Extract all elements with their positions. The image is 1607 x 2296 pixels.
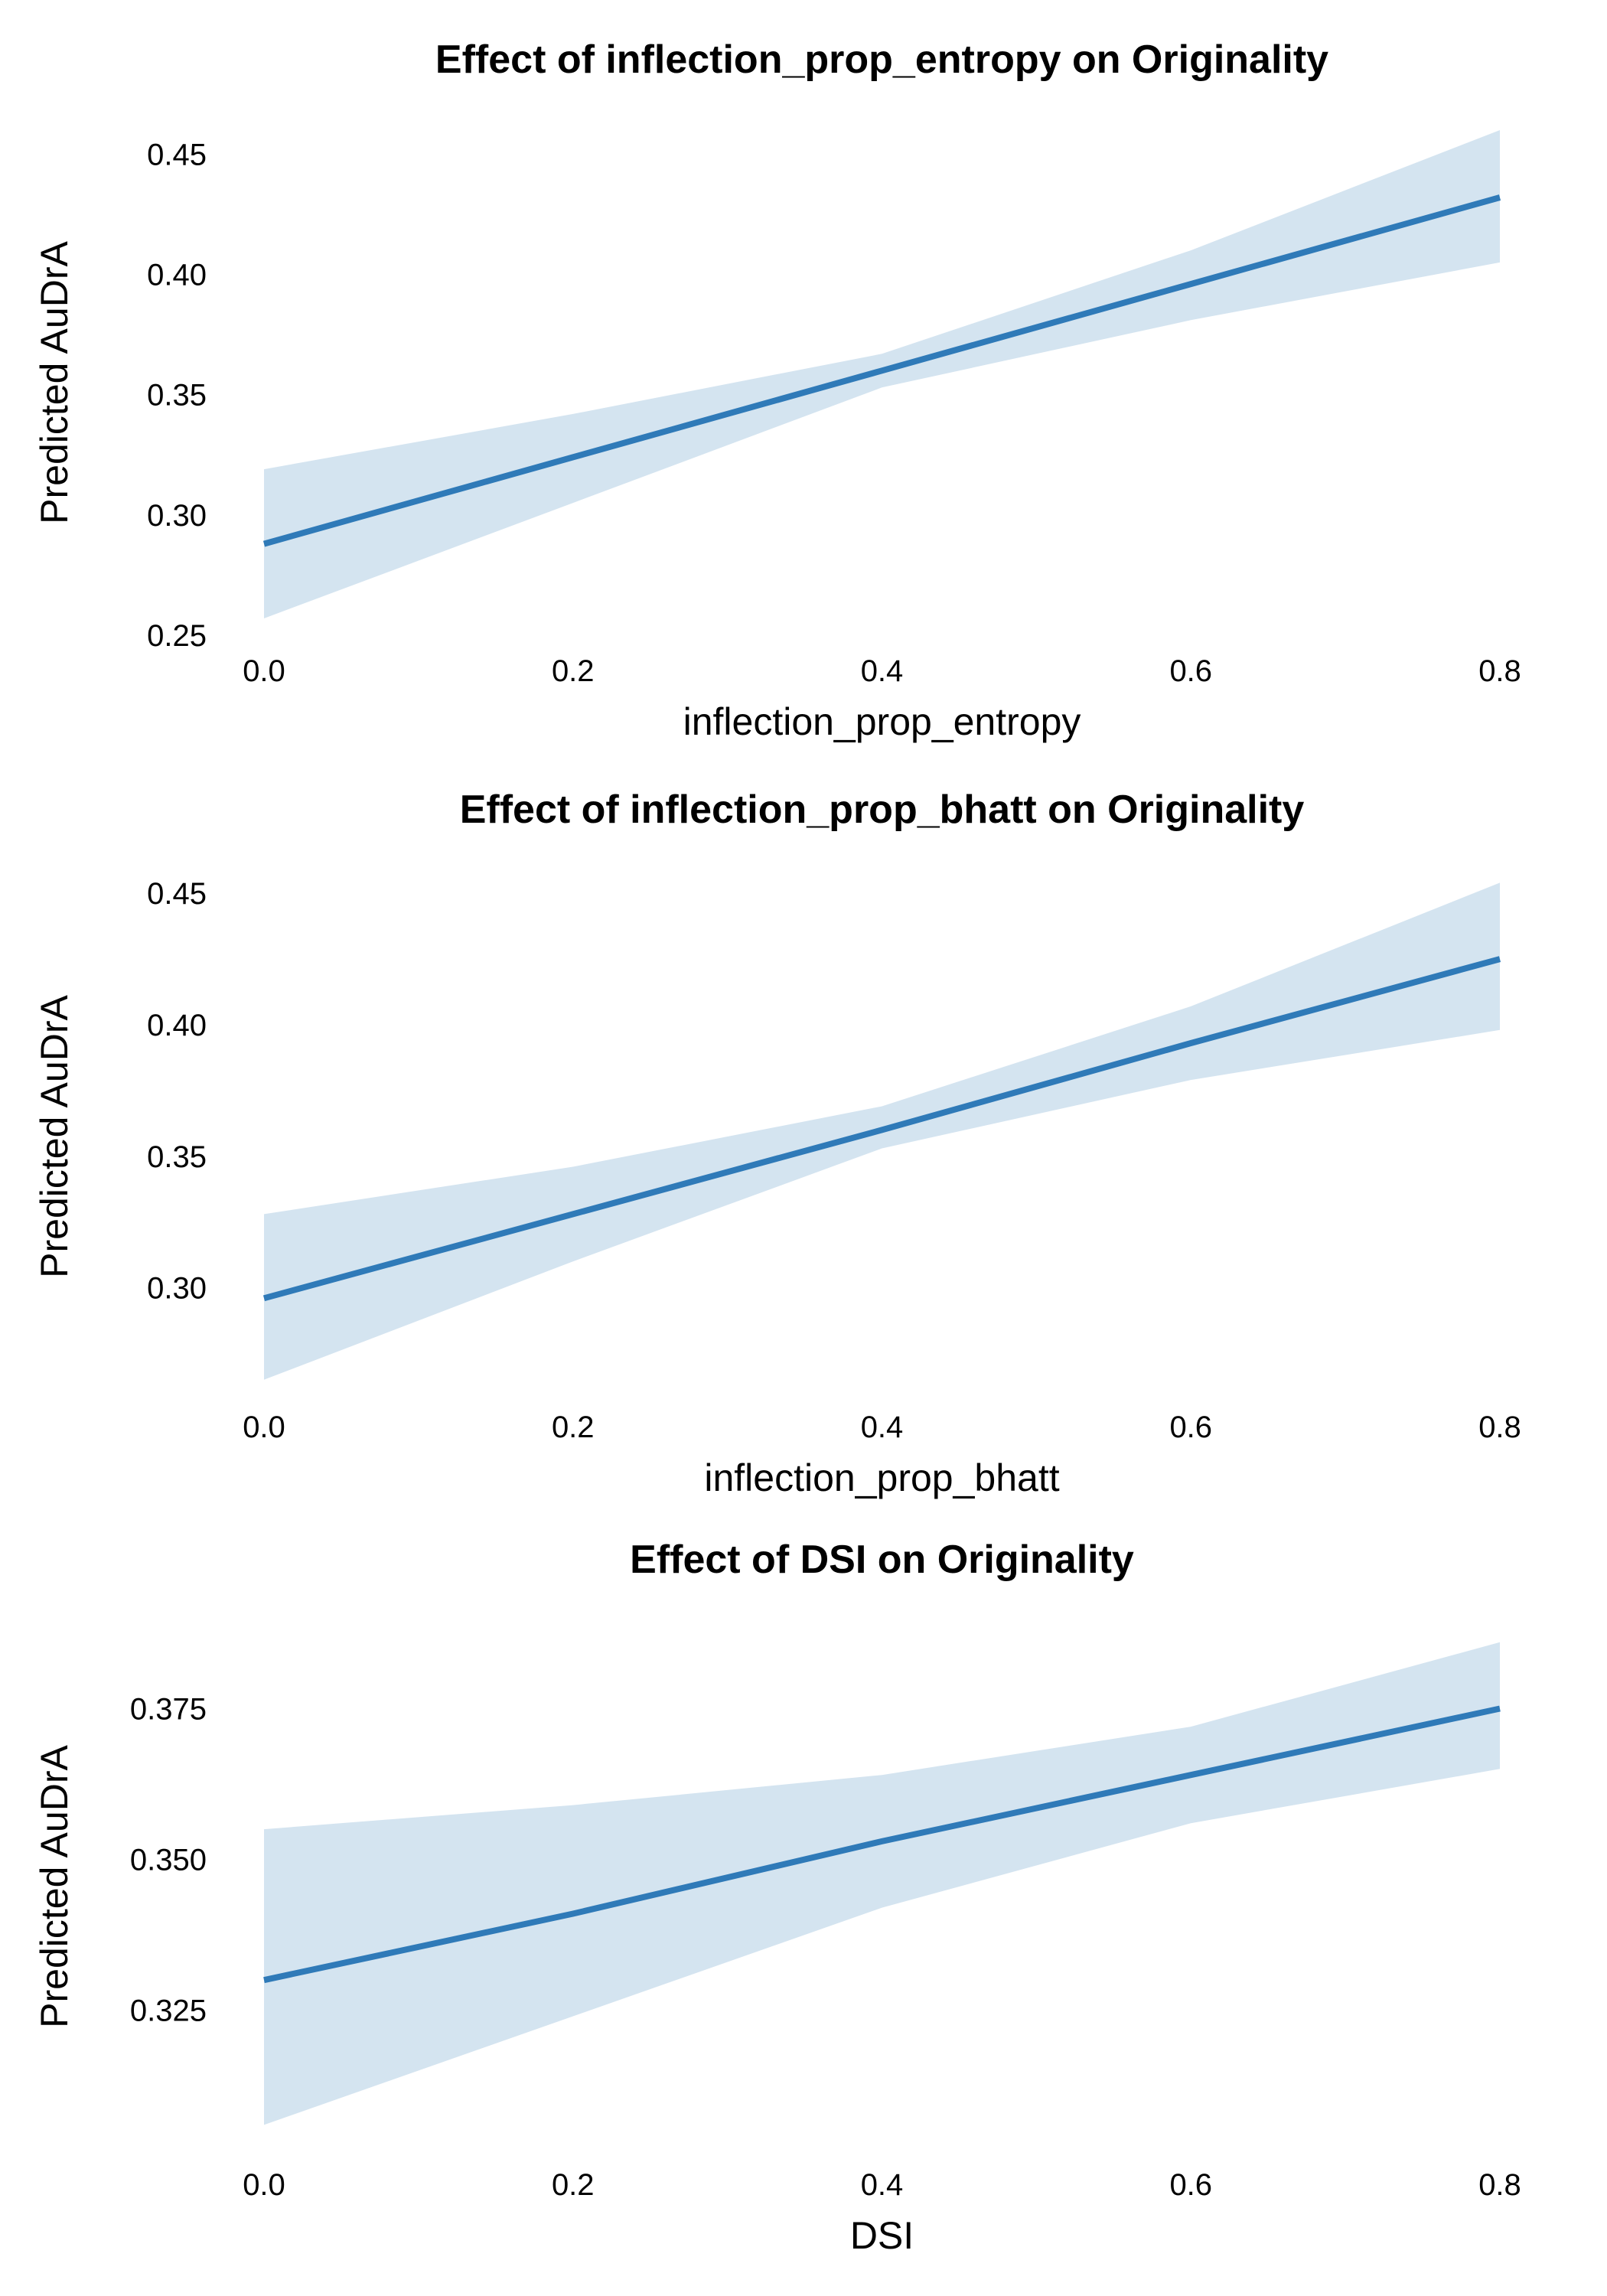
x-tick-label: 0.8 [1478, 1411, 1521, 1444]
y-axis-label: Predicted AuDrA [33, 995, 76, 1278]
x-tick-label: 0.2 [552, 1411, 595, 1444]
chart-title: Effect of inflection_prop_bhatt on Origi… [460, 788, 1305, 832]
prediction-line [262, 194, 1501, 547]
y-tick-label: 0.30 [147, 1272, 207, 1306]
chart-title: Effect of DSI on Originality [630, 1538, 1134, 1582]
panels: Effect of inflection_prop_entropy on Ori… [33, 38, 1521, 2257]
y-tick-label: 0.35 [147, 379, 207, 413]
x-tick-label: 0.6 [1169, 1411, 1212, 1444]
chart-panel-2: Effect of inflection_prop_bhatt on Origi… [33, 788, 1521, 1499]
y-tick-label: 0.45 [147, 138, 207, 171]
y-tick-label: 0.35 [147, 1140, 207, 1174]
chart-panel-3: Effect of DSI on Originality 0.0 0.2 0.4 0.6… [33, 1538, 1521, 2257]
x-axis-label: inflection_prop_bhatt [704, 1456, 1059, 1499]
y-tick-label: 0.375 [130, 1692, 207, 1726]
chart-panel-1: Effect of inflection_prop_entropy on Ori… [33, 38, 1521, 743]
x-tick-label: 0.0 [243, 1411, 285, 1444]
y-tick-label: 0.40 [147, 1009, 207, 1042]
x-axis-label: DSI [850, 2214, 914, 2257]
y-tick-label: 0.40 [147, 259, 207, 292]
y-axis-label: Predicted AuDrA [33, 241, 76, 524]
x-tick-label: 0.4 [861, 1411, 904, 1444]
prediction-line [262, 956, 1501, 1302]
x-tick-label: 0.4 [861, 2168, 904, 2202]
x-axis-label: inflection_prop_entropy [683, 700, 1081, 743]
x-tick-label: 0.8 [1478, 654, 1521, 688]
y-tick-label: 0.325 [130, 1994, 207, 2028]
x-tick-label: 0.8 [1478, 2168, 1521, 2202]
chart-title: Effect of inflection_prop_entropy on Ori… [435, 38, 1328, 82]
y-tick-label: 0.30 [147, 499, 207, 533]
x-tick-label: 0.2 [552, 654, 595, 688]
y-tick-label: 0.25 [147, 619, 207, 653]
confidence-band [264, 130, 1500, 618]
y-tick-label: 0.350 [130, 1844, 207, 1877]
x-tick-label: 0.2 [552, 2168, 595, 2202]
prediction-line [263, 1705, 1501, 1984]
x-tick-label: 0.0 [243, 2168, 285, 2202]
x-tick-label: 0.6 [1169, 2168, 1212, 2202]
y-axis-label: Predicted AuDrA [33, 1745, 76, 2028]
confidence-band [264, 1642, 1500, 2125]
x-tick-label: 0.6 [1169, 654, 1212, 688]
x-tick-label: 0.0 [243, 654, 285, 688]
y-tick-label: 0.45 [147, 877, 207, 911]
x-tick-label: 0.4 [861, 654, 904, 688]
